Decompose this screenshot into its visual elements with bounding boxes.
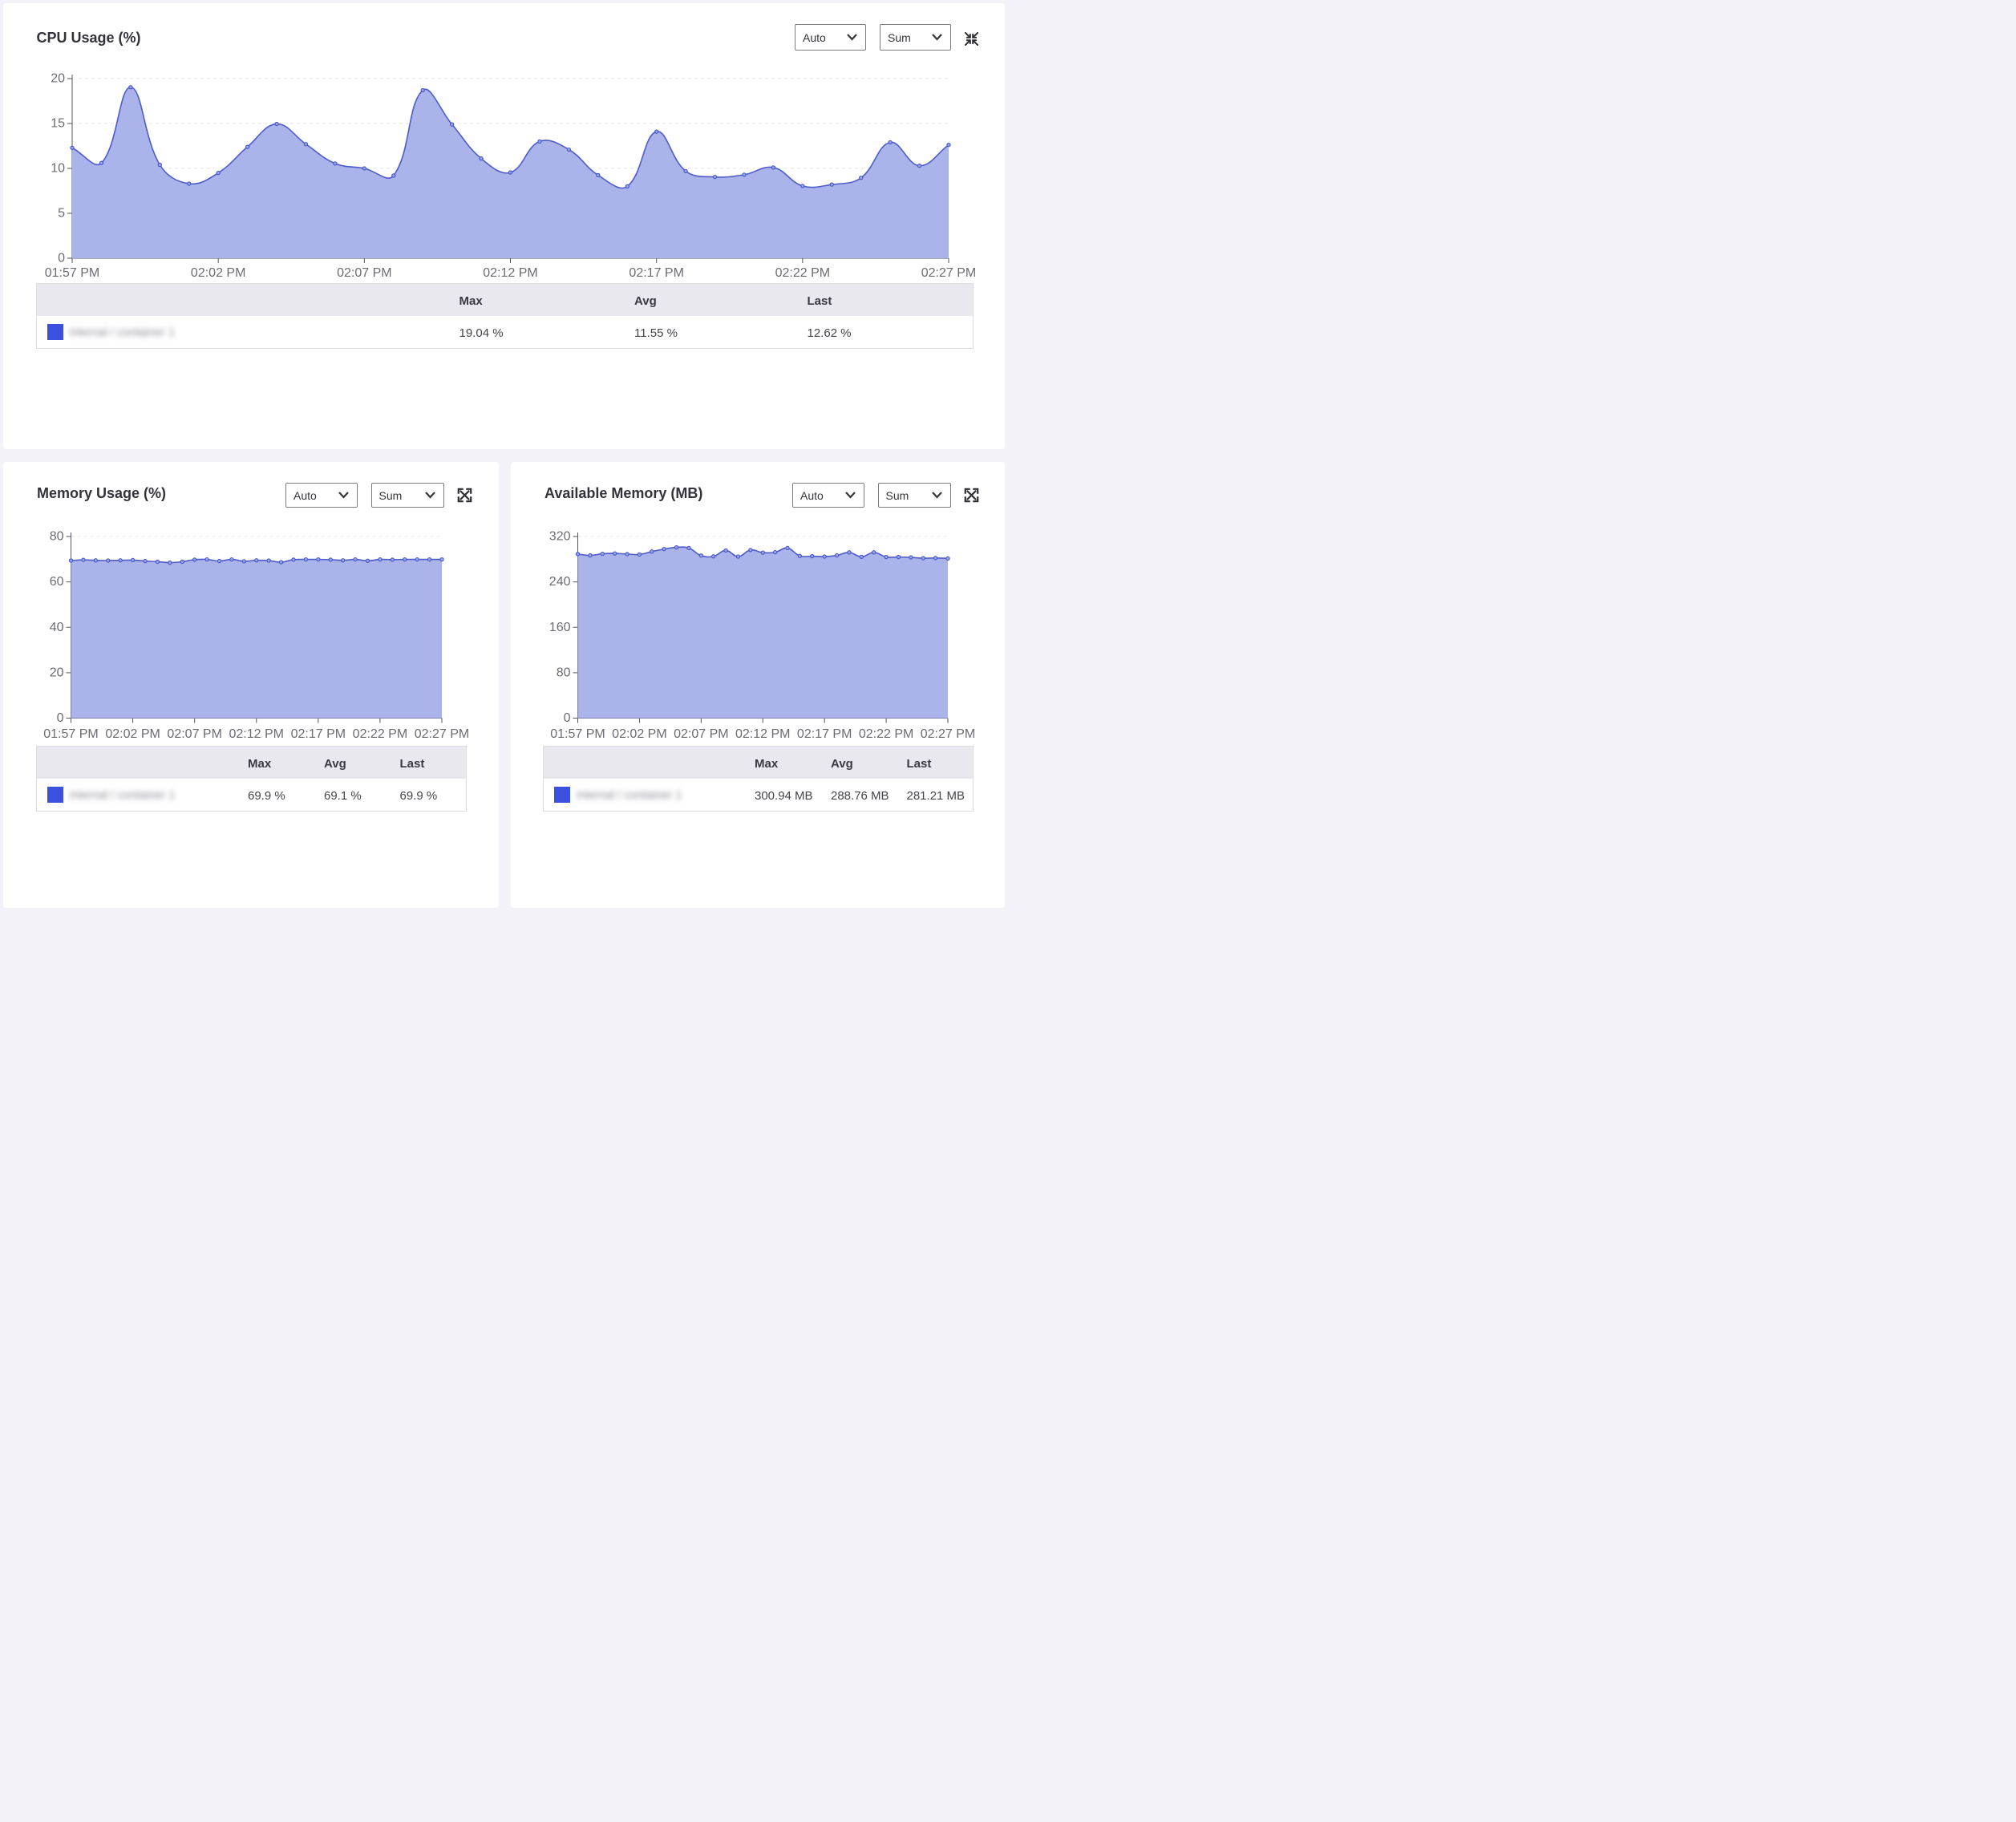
svg-text:02:22 PM: 02:22 PM (353, 727, 407, 741)
svg-text:02:07 PM: 02:07 PM (674, 727, 728, 741)
svg-text:02:07 PM: 02:07 PM (337, 266, 391, 280)
svg-text:5: 5 (58, 207, 65, 221)
svg-text:40: 40 (50, 621, 64, 634)
svg-text:02:12 PM: 02:12 PM (735, 727, 790, 741)
svg-text:80: 80 (557, 666, 571, 679)
svg-text:320: 320 (549, 530, 571, 544)
svg-text:02:17 PM: 02:17 PM (629, 266, 683, 280)
svg-text:20: 20 (50, 666, 64, 679)
svg-text:02:02 PM: 02:02 PM (612, 727, 666, 741)
svg-text:0: 0 (58, 252, 65, 265)
svg-text:60: 60 (50, 575, 64, 589)
svg-text:10: 10 (51, 162, 65, 176)
svg-text:02:17 PM: 02:17 PM (291, 727, 346, 741)
svg-text:160: 160 (549, 621, 571, 634)
svg-text:01:57 PM: 01:57 PM (43, 727, 98, 741)
svg-text:0: 0 (57, 711, 64, 725)
svg-text:02:27 PM: 02:27 PM (921, 266, 975, 280)
svg-text:02:27 PM: 02:27 PM (921, 727, 975, 741)
svg-text:02:12 PM: 02:12 PM (483, 266, 537, 280)
svg-text:0: 0 (564, 711, 571, 725)
svg-text:02:12 PM: 02:12 PM (229, 727, 284, 741)
svg-text:02:22 PM: 02:22 PM (775, 266, 829, 280)
svg-text:20: 20 (51, 72, 65, 86)
svg-text:02:27 PM: 02:27 PM (415, 727, 469, 741)
svg-text:15: 15 (51, 117, 65, 131)
svg-text:02:22 PM: 02:22 PM (859, 727, 913, 741)
svg-text:02:02 PM: 02:02 PM (105, 727, 160, 741)
svg-text:02:02 PM: 02:02 PM (190, 266, 245, 280)
svg-text:02:17 PM: 02:17 PM (797, 727, 852, 741)
svg-text:240: 240 (549, 575, 571, 589)
svg-text:02:07 PM: 02:07 PM (167, 727, 221, 741)
svg-text:01:57 PM: 01:57 PM (44, 266, 99, 280)
svg-text:80: 80 (50, 530, 64, 544)
svg-text:01:57 PM: 01:57 PM (550, 727, 605, 741)
